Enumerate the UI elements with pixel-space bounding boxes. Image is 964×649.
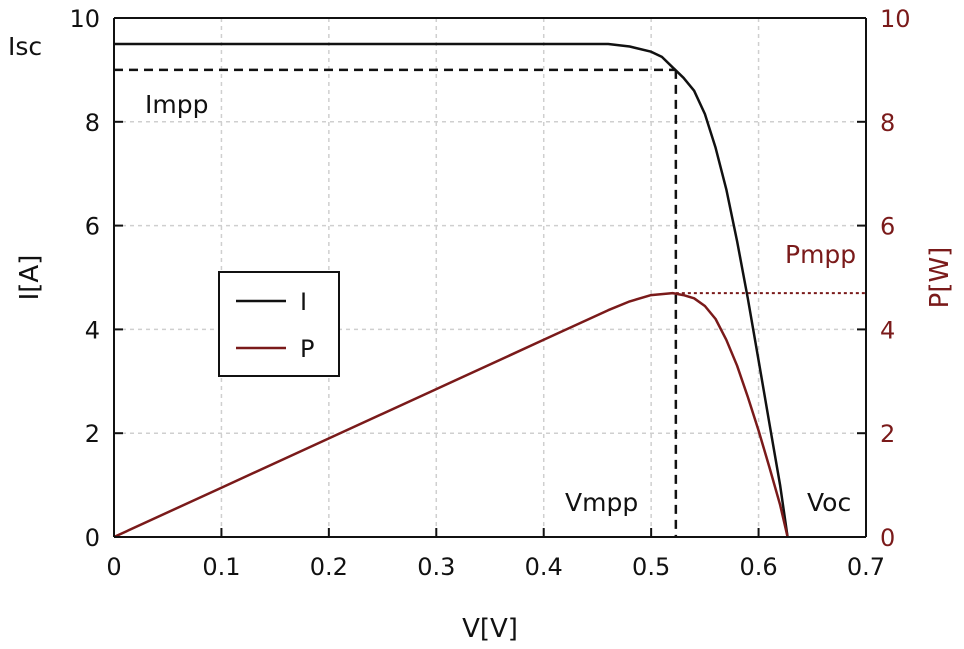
x-tick-label: 0.1 (202, 553, 240, 581)
y-left-tick-label: 0 (85, 524, 100, 552)
y-left-tick-label: 4 (85, 316, 100, 344)
x-tick-label: 0.2 (310, 553, 348, 581)
x-tick-label: 0.7 (847, 553, 885, 581)
axes (113, 17, 867, 538)
pmpp-label: Pmpp (785, 240, 856, 269)
reference-lines (114, 68, 866, 537)
y-right-tick-label: 2 (880, 420, 895, 448)
impp-label: Impp (145, 90, 208, 119)
y-axis-left-title: I[A] (15, 255, 45, 301)
vmpp-label: Vmpp (565, 488, 638, 517)
x-tick-label: 0.6 (739, 553, 777, 581)
series-line-p (113, 291, 789, 539)
x-tick-label: 0.5 (632, 553, 670, 581)
y-left-tick-label: 2 (85, 420, 100, 448)
legend: I P (218, 271, 340, 377)
legend-box (218, 271, 340, 377)
legend-label-p: P (300, 335, 314, 363)
y-left-tick-label: 8 (85, 109, 100, 137)
y-right-tick-label: 8 (880, 109, 895, 137)
y-right-tick-label: 0 (880, 524, 895, 552)
y-left-tick-label: 10 (69, 5, 100, 33)
x-tick-label: 0.4 (525, 553, 563, 581)
series (113, 42, 789, 539)
grid (114, 18, 866, 537)
y-left-tick-label: 6 (85, 213, 100, 241)
x-tick-label: 0 (106, 553, 121, 581)
isc-label: Isc (8, 32, 42, 61)
y-right-tick-label: 10 (880, 5, 911, 33)
y-right-tick-label: 4 (880, 316, 895, 344)
y-axis-right-title: P[W] (925, 247, 955, 309)
x-tick-label: 0.3 (417, 553, 455, 581)
series-line-i (114, 42, 789, 538)
x-axis-title: V[V] (462, 614, 518, 644)
voc-label: Voc (807, 488, 851, 517)
y-right-tick-label: 6 (880, 213, 895, 241)
legend-label-i: I (300, 288, 307, 316)
